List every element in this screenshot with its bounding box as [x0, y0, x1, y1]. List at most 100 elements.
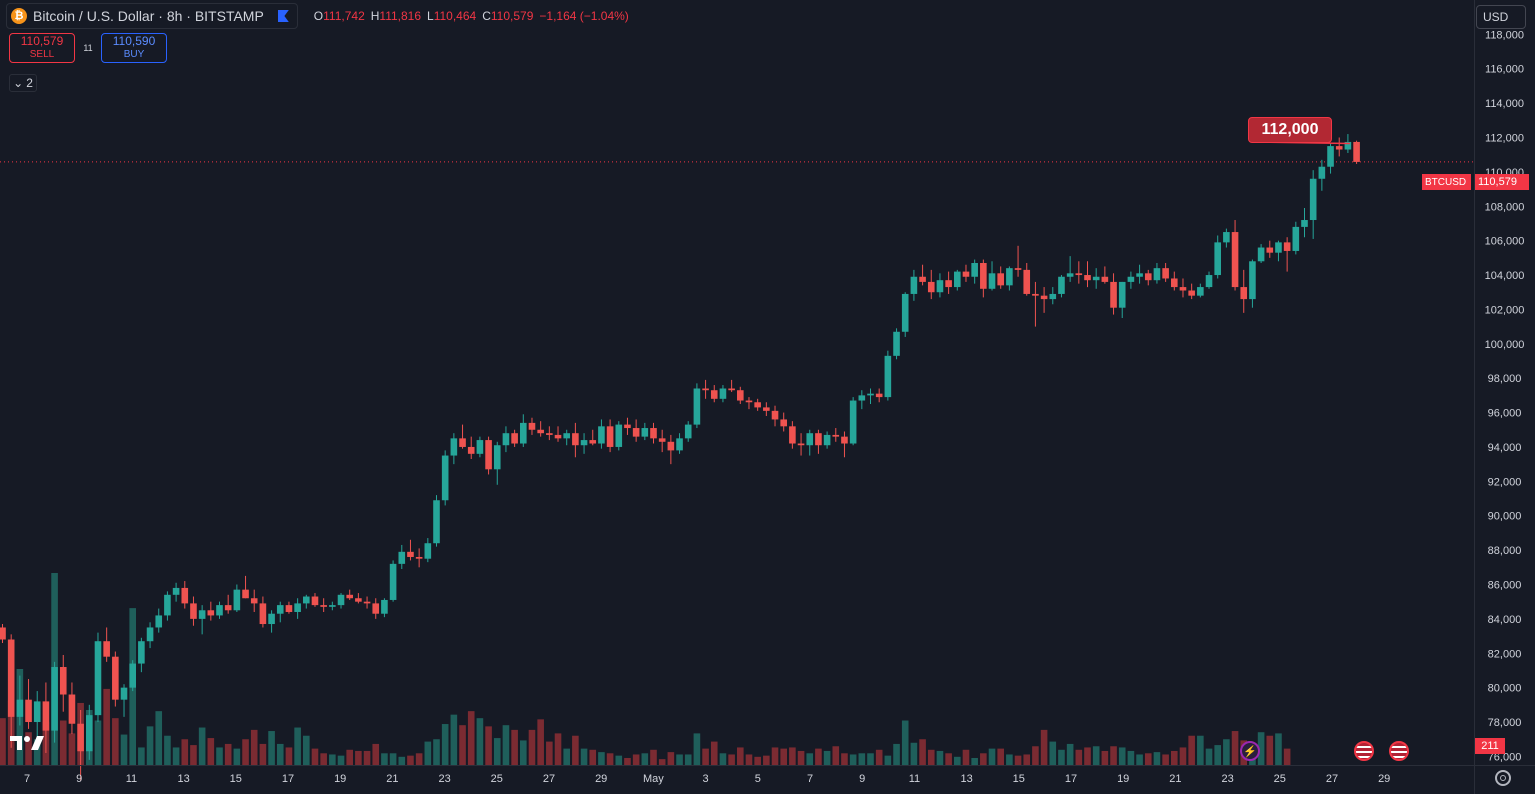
candle-body: [554, 434, 562, 439]
sell-price: 110,579: [20, 34, 64, 48]
volume-bar: [164, 735, 171, 765]
candle-body: [1075, 273, 1083, 276]
volume-bar: [485, 726, 492, 765]
volume-bar: [1075, 749, 1083, 765]
volume-bar: [971, 757, 978, 765]
candle-body: [1188, 290, 1195, 296]
candle-body: [1136, 273, 1143, 277]
candle-body: [927, 281, 935, 293]
candle-body: [1266, 247, 1274, 253]
candle-body: [7, 639, 15, 717]
volume-bar: [667, 752, 675, 765]
lightning-event-icon[interactable]: ⚡: [1240, 741, 1260, 761]
candle-body: [884, 355, 892, 398]
candle-body: [1110, 281, 1117, 308]
price-axis[interactable]: 76,000 78,000 80,000 82,000 84,000 86,000 88,0…: [1485, 29, 1525, 763]
volume-bar: [363, 750, 371, 765]
volume-bar: [693, 733, 701, 765]
candle-body: [954, 271, 961, 288]
price-tick-label: 82,000: [1488, 648, 1522, 660]
candle-body: [68, 694, 76, 724]
flag-icon[interactable]: [277, 10, 289, 22]
time-tick-label: 3: [703, 773, 709, 785]
volume-bar: [945, 753, 952, 765]
candle-body: [242, 589, 249, 599]
volume-bar: [997, 748, 1004, 765]
volume-bar: [198, 727, 206, 765]
volume-bar: [1223, 739, 1230, 765]
time-tick-label: 15: [1013, 773, 1025, 785]
volume-bar: [511, 729, 518, 765]
time-tick-label: 13: [177, 773, 189, 785]
volume-bar: [33, 739, 41, 765]
candle-body: [363, 601, 371, 604]
time-tick-label: 19: [1117, 773, 1129, 785]
candle-body: [1292, 226, 1300, 251]
candle-body: [606, 426, 614, 447]
candle-body: [980, 263, 987, 289]
open-label: O: [313, 9, 324, 23]
candle-body: [1032, 293, 1039, 296]
candle-body: [823, 434, 831, 446]
volume-bar: [372, 743, 380, 765]
ohlc-values: O111,742 H111,816 L110,464 C110,579 −1,1…: [314, 9, 629, 23]
candle-body: [311, 596, 319, 606]
chevron-down-icon: ⌄: [13, 76, 24, 90]
symbol-title[interactable]: Bitcoin / U.S. Dollar · 8h · BITSTAMP: [33, 8, 264, 24]
candle-body: [224, 605, 232, 611]
volume-bar: [1197, 735, 1204, 765]
volume-bar: [1101, 750, 1109, 765]
volume-bar: [1266, 735, 1274, 765]
currency-selector[interactable]: USD: [1476, 5, 1526, 29]
candle-body: [1179, 287, 1187, 291]
volume-bar: [433, 739, 440, 765]
volume-bar: [797, 750, 805, 765]
candle-body: [16, 699, 24, 717]
volume-bar: [771, 747, 779, 765]
volume-bar: [233, 748, 241, 765]
sell-button[interactable]: 110,579 SELL: [9, 33, 75, 63]
candle-body: [702, 388, 709, 391]
volume-bar: [0, 718, 6, 765]
candle-body: [1335, 146, 1343, 150]
us-flag-event-icon[interactable]: [1354, 741, 1374, 761]
trade-panel: 110,579 SELL 11 110,590 BUY: [9, 33, 167, 63]
time-tick-label: 9: [859, 773, 865, 785]
volume-bar: [988, 748, 996, 765]
candle-body: [997, 273, 1004, 286]
candle-body: [858, 395, 866, 401]
us-flag-event-icon[interactable]: [1389, 741, 1409, 761]
candle-body: [815, 433, 822, 446]
volume-bar: [606, 753, 614, 765]
candle-body: [51, 667, 58, 731]
volume-bar: [276, 743, 284, 765]
volume-bar: [294, 727, 301, 765]
high-label: H: [370, 9, 380, 23]
candle-body: [424, 543, 432, 559]
indicators-toggle-button[interactable]: ⌄ 2: [9, 74, 37, 92]
candle-body: [572, 433, 579, 446]
symbol-box[interactable]: ₿ Bitcoin / U.S. Dollar · 8h · BITSTAMP: [6, 3, 298, 29]
tradingview-logo-icon[interactable]: [10, 734, 46, 752]
volume-bar: [190, 745, 197, 765]
candle-body: [493, 445, 501, 470]
volume-bar: [1188, 735, 1195, 765]
candle-body: [1014, 268, 1022, 270]
volume-bar: [441, 724, 449, 765]
gear-icon[interactable]: [1495, 770, 1511, 786]
volume-bar: [389, 753, 397, 765]
price-tick-label: 76,000: [1488, 751, 1522, 763]
alert-callout[interactable]: 112,000: [1248, 117, 1332, 143]
buy-button[interactable]: 110,590 BUY: [101, 33, 167, 63]
time-tick-label: 29: [1378, 773, 1390, 785]
time-axis[interactable]: 7 9 11 13 15 17 19 21 23 25 27 29 May 3 5 7 9 11 13 15 17 19 2…: [24, 773, 1390, 785]
volume-bar: [1066, 743, 1074, 765]
candle-body: [259, 603, 267, 625]
indicator-count: 2: [26, 76, 33, 90]
volume-bar: [546, 741, 553, 765]
volume-bar: [745, 754, 753, 765]
candle-body: [415, 556, 423, 559]
volume-bar: [867, 753, 874, 765]
candle-body: [546, 433, 553, 435]
